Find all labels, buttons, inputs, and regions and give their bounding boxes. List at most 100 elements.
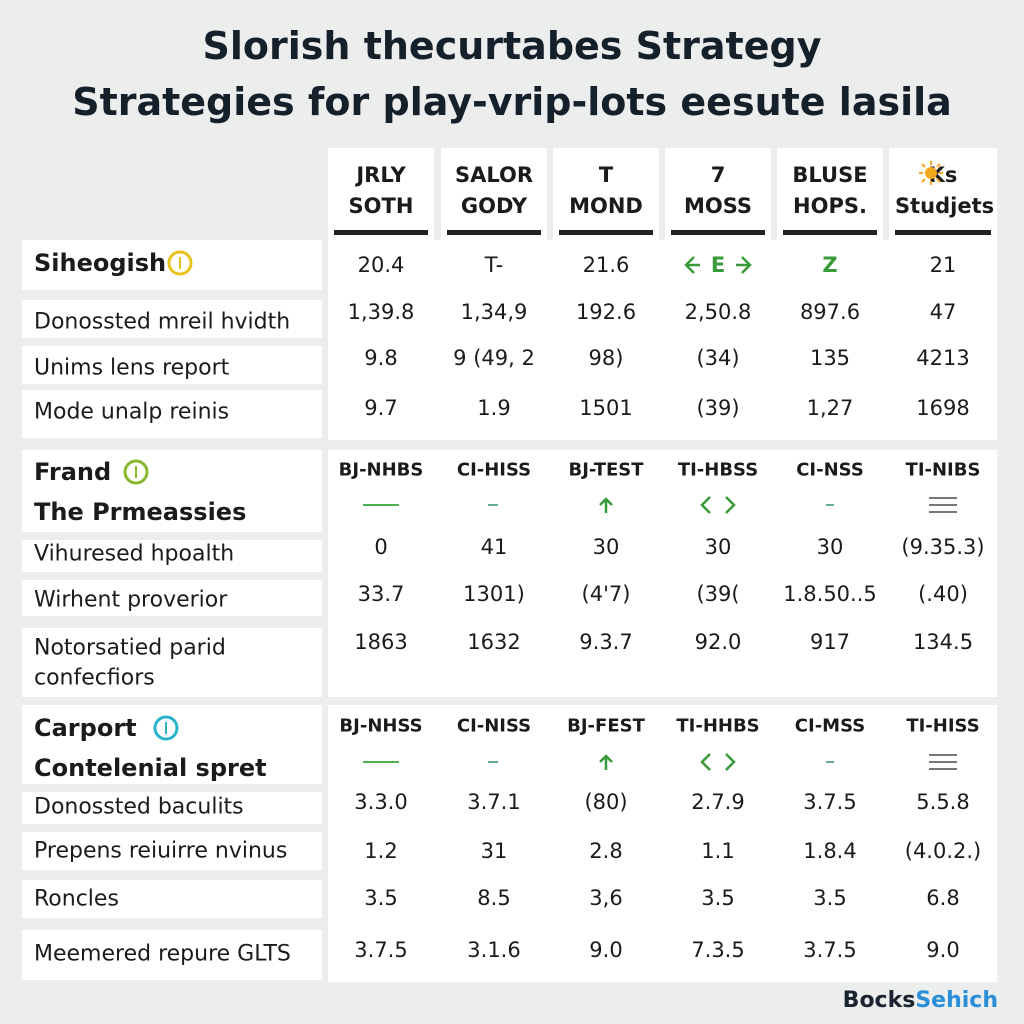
cell-value: 3.7.5 <box>803 790 857 814</box>
cell-value: 9.0 <box>926 938 960 962</box>
sub-header: BJ-NHSS <box>339 715 423 737</box>
cell-value: 7.3.5 <box>691 938 745 962</box>
cell-value: 2.8 <box>589 839 623 863</box>
sub-header: CI-NISS <box>456 715 532 737</box>
sub-icon <box>359 493 403 521</box>
sub-header: BJ-TEST <box>568 459 644 481</box>
sub-header: TI-HBSS <box>677 459 759 481</box>
icon <box>826 504 834 506</box>
cell-value: (.40) <box>918 582 968 606</box>
cell-value: 3.5 <box>701 886 735 910</box>
cell-value: 3.7.1 <box>467 790 521 814</box>
sub-header: TI-NIBS <box>905 459 981 481</box>
cell-value: 1.9 <box>477 396 511 420</box>
section-title: Carport <box>34 714 137 742</box>
cell-value: 6.8 <box>926 886 960 910</box>
cell-value: 1,39.8 <box>347 300 415 324</box>
cell-value: 47 <box>929 300 957 324</box>
cell-value: 5.5.8 <box>916 790 970 814</box>
sub-icon <box>359 750 403 778</box>
icon <box>599 754 613 770</box>
icon <box>700 496 736 514</box>
cell-value: 1632 <box>467 630 521 654</box>
sub-icon <box>584 493 628 521</box>
cell-value: 1,27 <box>806 396 854 420</box>
icon <box>599 497 613 513</box>
sub-icon <box>696 493 740 521</box>
sub-icon <box>921 750 965 778</box>
cell-value: 3.7.5 <box>803 938 857 962</box>
section-subtitle: Contelenial spret <box>34 754 267 782</box>
cell-value: 9.7 <box>364 396 398 420</box>
cell-value: 1.2 <box>364 839 398 863</box>
sub-header: BJ-FEST <box>567 715 645 737</box>
cell-value: 1.1 <box>701 839 735 863</box>
row-label: Donossted mreil hvidth <box>34 309 291 335</box>
row-label-cell <box>22 390 322 438</box>
cell-value: 1.8.50..5 <box>783 582 877 606</box>
cell-value: 98) <box>588 346 624 370</box>
cell-value: 1301) <box>463 582 525 606</box>
column-header: 7 <box>710 163 726 187</box>
column-header: BLUSE <box>792 163 868 187</box>
section-subtitle: The Prmeassies <box>34 498 247 526</box>
title: Slorish thecurtabes Strategy <box>202 24 822 68</box>
row-label-cell <box>22 792 322 824</box>
section-title-cell <box>22 450 322 532</box>
section-icon <box>166 249 196 281</box>
sub-header: TI-HHBS <box>676 715 760 737</box>
brand-a: Bocks <box>842 988 916 1013</box>
header-rule <box>671 230 765 235</box>
cell-value: 92.0 <box>694 630 742 654</box>
cell-value: (39) <box>696 396 740 420</box>
row-label-cell <box>22 832 322 870</box>
cell-value: 1.8.4 <box>803 839 857 863</box>
cell-value: 1863 <box>354 630 408 654</box>
section-title: Siheogish <box>34 249 167 277</box>
column-header: JRLY <box>356 163 406 187</box>
header-card <box>889 148 997 240</box>
icon <box>153 715 179 741</box>
sub-icon <box>808 750 852 778</box>
cell-value: 41 <box>480 535 508 559</box>
row-label-cell <box>22 300 322 338</box>
brand: BocksSehich <box>843 988 998 1013</box>
column-header: T <box>598 163 614 187</box>
sub-icon <box>472 493 516 521</box>
row-label-cell <box>22 540 322 572</box>
row-label: confecfiors <box>34 665 155 691</box>
cell-value: 897.6 <box>799 300 861 324</box>
sub-icon <box>472 750 516 778</box>
icon <box>363 761 399 763</box>
row-label: Meemered repure GLTS <box>34 941 291 967</box>
cell-value: 3,6 <box>589 886 623 910</box>
sub-icon <box>584 750 628 778</box>
cell-value: 135 <box>809 346 851 370</box>
cell-value: (80) <box>584 790 628 814</box>
header-rule <box>447 230 541 235</box>
row-label: Prepens reiuirre nvinus <box>34 838 288 864</box>
icon <box>929 754 957 770</box>
icon <box>826 761 834 763</box>
cell-value: 30 <box>816 535 844 559</box>
lead-value: 21 <box>929 253 957 277</box>
section-panel <box>328 240 997 440</box>
cell-value: 1,34,9 <box>460 300 528 324</box>
cell-value: 3.3.0 <box>354 790 408 814</box>
sub-header: CI-MSS <box>794 715 866 737</box>
header-card <box>777 148 883 240</box>
row-label: Notorsatied parid <box>34 635 226 661</box>
cell-value: 1698 <box>916 396 970 420</box>
header-rule <box>559 230 653 235</box>
cell-value: 33.7 <box>357 582 405 606</box>
sub-icon <box>696 750 740 778</box>
header-card <box>665 148 771 240</box>
cell-value: (4.0.2.) <box>904 839 982 863</box>
cell-value: 1501 <box>579 396 633 420</box>
icon <box>929 497 957 513</box>
header-card <box>328 148 434 240</box>
icon <box>363 504 399 506</box>
row-label-cell <box>22 628 322 697</box>
section-title-cell <box>22 240 322 290</box>
